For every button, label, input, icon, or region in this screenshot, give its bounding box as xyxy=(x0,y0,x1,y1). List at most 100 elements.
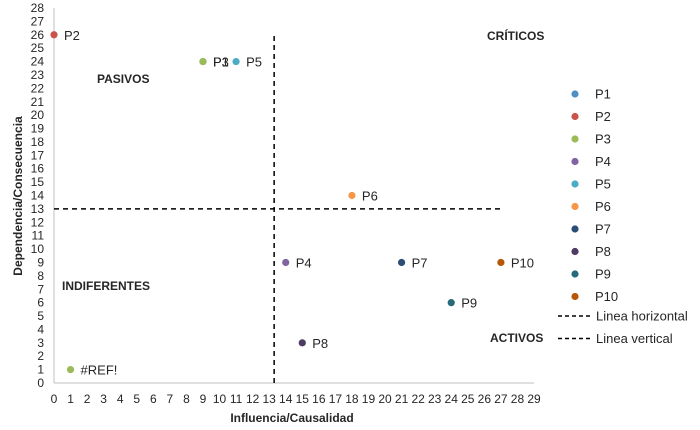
reference-lines xyxy=(54,34,501,383)
y-tick-label: 0 xyxy=(37,376,44,390)
x-tick-label: 15 xyxy=(296,392,310,406)
x-tick-label: 29 xyxy=(527,392,541,406)
data-label-p4: P4 xyxy=(296,255,312,270)
y-tick-label: 3 xyxy=(37,336,44,350)
data-point-p8 xyxy=(298,339,306,347)
y-tick-label: 16 xyxy=(31,162,45,176)
legend-label: P6 xyxy=(595,199,611,214)
x-tick-label: 2 xyxy=(84,392,91,406)
y-tick-label: 2 xyxy=(37,349,44,363)
legend-marker xyxy=(571,225,579,233)
data-point-p5 xyxy=(232,57,240,66)
x-tick-label: 25 xyxy=(461,392,475,406)
data-label-p1: P1 xyxy=(213,55,229,70)
legend-label: P7 xyxy=(595,222,611,237)
y-tick-label: 4 xyxy=(37,322,44,336)
data-label-ref: #REF! xyxy=(81,363,118,378)
quadrant-label-criticos: CRÍTICOS xyxy=(487,28,544,43)
x-tick-label: 23 xyxy=(428,392,442,406)
legend-marker xyxy=(571,135,579,143)
quadrant-label-indiferentes: INDIFERENTES xyxy=(62,279,150,293)
data-label-p5: P5 xyxy=(246,55,262,70)
x-tick-label: 27 xyxy=(494,392,508,406)
x-tick-label: 22 xyxy=(411,392,425,406)
legend-label: P1 xyxy=(595,87,611,102)
y-tick-label: 8 xyxy=(37,269,44,283)
data-label-p3: P3 xyxy=(213,55,229,70)
x-tick-labels: 0 1 2 3 4 5 6 7 8 9 10 11 12 13 14 15 16 17 18 19 20 21 22 23 24… xyxy=(51,392,541,406)
y-tick-label: 23 xyxy=(31,68,45,82)
legend-label: P3 xyxy=(595,132,611,147)
data-label-p2: P2 xyxy=(64,28,80,43)
data-points xyxy=(50,31,505,374)
y-tick-label: 13 xyxy=(31,202,45,216)
x-tick-label: 14 xyxy=(279,392,293,406)
quadrant-label-pasivos: PASIVOS xyxy=(97,72,149,86)
x-tick-label: 5 xyxy=(133,392,140,406)
y-tick-label: 12 xyxy=(31,215,45,229)
y-tick-label: 20 xyxy=(31,108,45,122)
data-point-ref xyxy=(66,366,75,374)
legend-label: P9 xyxy=(595,267,611,282)
y-tick-labels: 0123456789101112131415161718192021222324… xyxy=(31,1,45,390)
data-label-p6: P6 xyxy=(362,189,378,204)
legend-marker xyxy=(571,157,579,166)
legend: P1 P2 P3 P4 P5 P6 P7 P8 P9 P10 Linea horizontal Lin… xyxy=(558,87,688,346)
data-label-p7: P7 xyxy=(412,255,428,270)
y-tick-label: 7 xyxy=(37,282,44,296)
x-tick-label: 18 xyxy=(345,392,359,406)
y-tick-label: 10 xyxy=(31,242,45,256)
x-axis-title: Influencia/Causalidad xyxy=(230,411,353,425)
y-tick-label: 26 xyxy=(31,28,45,42)
legend-marker xyxy=(571,112,579,121)
y-tick-label: 14 xyxy=(31,189,45,203)
x-tick-label: 12 xyxy=(246,392,260,406)
x-tick-label: 9 xyxy=(200,392,207,406)
axes xyxy=(53,8,534,384)
y-tick-label: 22 xyxy=(31,81,45,95)
legend-label: P4 xyxy=(595,154,611,169)
x-tick-label: 17 xyxy=(329,392,343,406)
legend-label: Linea horizontal xyxy=(596,309,688,324)
x-tick-label: 16 xyxy=(312,392,326,406)
legend-marker xyxy=(571,247,579,256)
y-tick-label: 27 xyxy=(31,14,45,28)
x-tick-label: 24 xyxy=(445,392,459,406)
x-tick-label: 7 xyxy=(167,392,174,406)
x-tick-label: 10 xyxy=(213,392,227,406)
legend-label: P2 xyxy=(595,109,611,124)
y-axis-title: Dependencia/Consecuencia xyxy=(11,116,25,276)
x-tick-label: 6 xyxy=(150,392,157,406)
data-label-p8: P8 xyxy=(312,336,328,351)
legend-marker xyxy=(571,292,579,301)
legend-label: P5 xyxy=(595,177,611,192)
x-tick-label: 4 xyxy=(117,392,124,406)
data-point-p3 xyxy=(199,57,207,66)
y-tick-label: 24 xyxy=(31,55,45,69)
x-tick-label: 26 xyxy=(478,392,492,406)
legend-label: P10 xyxy=(595,289,618,304)
y-tick-label: 21 xyxy=(31,95,45,109)
x-tick-label: 13 xyxy=(262,392,276,406)
x-tick-label: 8 xyxy=(183,392,190,406)
y-tick-label: 15 xyxy=(31,175,45,189)
data-point-p2 xyxy=(50,31,58,39)
quadrant-label-activos: ACTIVOS xyxy=(490,331,543,345)
data-point-p4 xyxy=(282,258,290,267)
x-tick-label: 1 xyxy=(67,392,74,406)
x-tick-label: 21 xyxy=(395,392,409,406)
x-tick-label: 0 xyxy=(51,392,58,406)
y-tick-label: 19 xyxy=(31,122,45,136)
x-tick-label: 3 xyxy=(100,392,107,406)
data-labels: P1 P2 P3 P4 P5 P6 P7 P8 P9 P10 #REF! xyxy=(64,28,534,378)
x-tick-label: 11 xyxy=(230,392,243,406)
y-tick-label: 5 xyxy=(37,309,44,323)
y-tick-label: 9 xyxy=(37,255,44,269)
y-tick-label: 6 xyxy=(37,296,44,310)
y-tick-label: 1 xyxy=(37,363,44,377)
data-label-p9: P9 xyxy=(461,296,477,311)
data-point-p6 xyxy=(348,191,356,200)
legend-marker xyxy=(571,180,579,188)
y-tick-label: 25 xyxy=(31,41,45,55)
